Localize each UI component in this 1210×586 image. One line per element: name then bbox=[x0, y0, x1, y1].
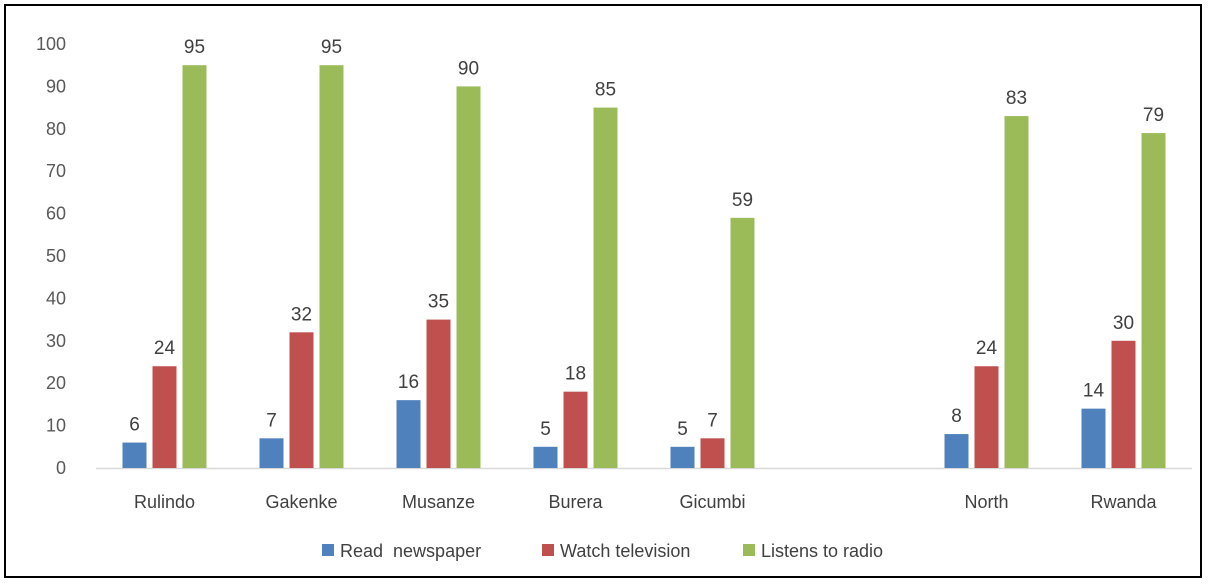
category-label: Gicumbi bbox=[679, 492, 745, 512]
category-label: Rulindo bbox=[134, 492, 195, 512]
legend-swatch bbox=[322, 544, 334, 556]
bar bbox=[593, 107, 618, 468]
category-label: Gakenke bbox=[265, 492, 337, 512]
bar bbox=[152, 366, 177, 468]
data-label: 32 bbox=[291, 304, 312, 325]
data-label: 30 bbox=[1113, 313, 1134, 334]
data-label: 59 bbox=[732, 190, 753, 211]
category-label: North bbox=[964, 492, 1008, 512]
data-label: 5 bbox=[540, 419, 551, 440]
category-label: Rwanda bbox=[1090, 492, 1157, 512]
bar bbox=[1004, 116, 1029, 468]
y-axis-ticks: 0 10 20 30 40 50 60 70 80 90 100 bbox=[36, 34, 66, 478]
legend-label: Watch television bbox=[560, 541, 690, 561]
legend-swatch bbox=[542, 544, 554, 556]
bar bbox=[259, 438, 284, 468]
bar bbox=[396, 400, 421, 468]
data-label: 8 bbox=[951, 406, 962, 427]
data-label: 6 bbox=[129, 415, 140, 436]
bar bbox=[700, 438, 725, 468]
data-label: 7 bbox=[707, 410, 718, 431]
y-tick-label: 90 bbox=[46, 76, 66, 96]
bar bbox=[426, 319, 451, 468]
bar bbox=[533, 446, 558, 468]
legend-swatch bbox=[743, 544, 755, 556]
data-label: 85 bbox=[595, 80, 616, 101]
y-tick-label: 70 bbox=[46, 161, 66, 181]
data-label: 24 bbox=[976, 338, 998, 359]
data-label: 14 bbox=[1083, 381, 1105, 402]
bar bbox=[944, 434, 969, 468]
y-tick-label: 10 bbox=[46, 416, 66, 436]
bar bbox=[456, 86, 481, 469]
data-label: 7 bbox=[266, 410, 277, 431]
legend-label: Listens to radio bbox=[761, 541, 883, 561]
data-label: 35 bbox=[428, 292, 449, 313]
y-tick-label: 60 bbox=[46, 204, 66, 224]
y-tick-label: 80 bbox=[46, 119, 66, 139]
data-label: 83 bbox=[1006, 88, 1027, 109]
data-label: 5 bbox=[677, 419, 688, 440]
bar bbox=[1111, 340, 1136, 468]
y-tick-label: 0 bbox=[56, 458, 66, 478]
bar bbox=[122, 442, 147, 468]
category-label: Musanze bbox=[402, 492, 475, 512]
data-label: 95 bbox=[184, 37, 205, 58]
y-tick-label: 20 bbox=[46, 373, 66, 393]
bar bbox=[289, 332, 314, 468]
bar bbox=[670, 446, 695, 468]
data-label: 24 bbox=[154, 338, 176, 359]
data-label: 16 bbox=[398, 372, 419, 393]
category-label: Burera bbox=[548, 492, 603, 512]
bar bbox=[563, 391, 588, 468]
y-tick-label: 30 bbox=[46, 331, 66, 351]
y-tick-label: 40 bbox=[46, 288, 66, 308]
bar bbox=[1081, 408, 1106, 468]
legend-label: Read newspaper bbox=[340, 541, 481, 561]
bar bbox=[319, 65, 344, 468]
y-tick-label: 50 bbox=[46, 246, 66, 266]
data-label: 95 bbox=[321, 37, 342, 58]
category-labels: Rulindo Gakenke Musanze Burera Gicumbi North R… bbox=[134, 492, 1158, 512]
data-label: 90 bbox=[458, 58, 479, 79]
data-label: 18 bbox=[565, 364, 586, 385]
bar bbox=[182, 65, 207, 468]
bar bbox=[730, 217, 755, 468]
y-tick-label: 100 bbox=[36, 34, 66, 54]
data-label: 79 bbox=[1143, 105, 1164, 126]
legend: Read newspaper Watch television Listens to… bbox=[322, 541, 883, 561]
bar bbox=[974, 366, 999, 468]
bar bbox=[1141, 133, 1166, 469]
